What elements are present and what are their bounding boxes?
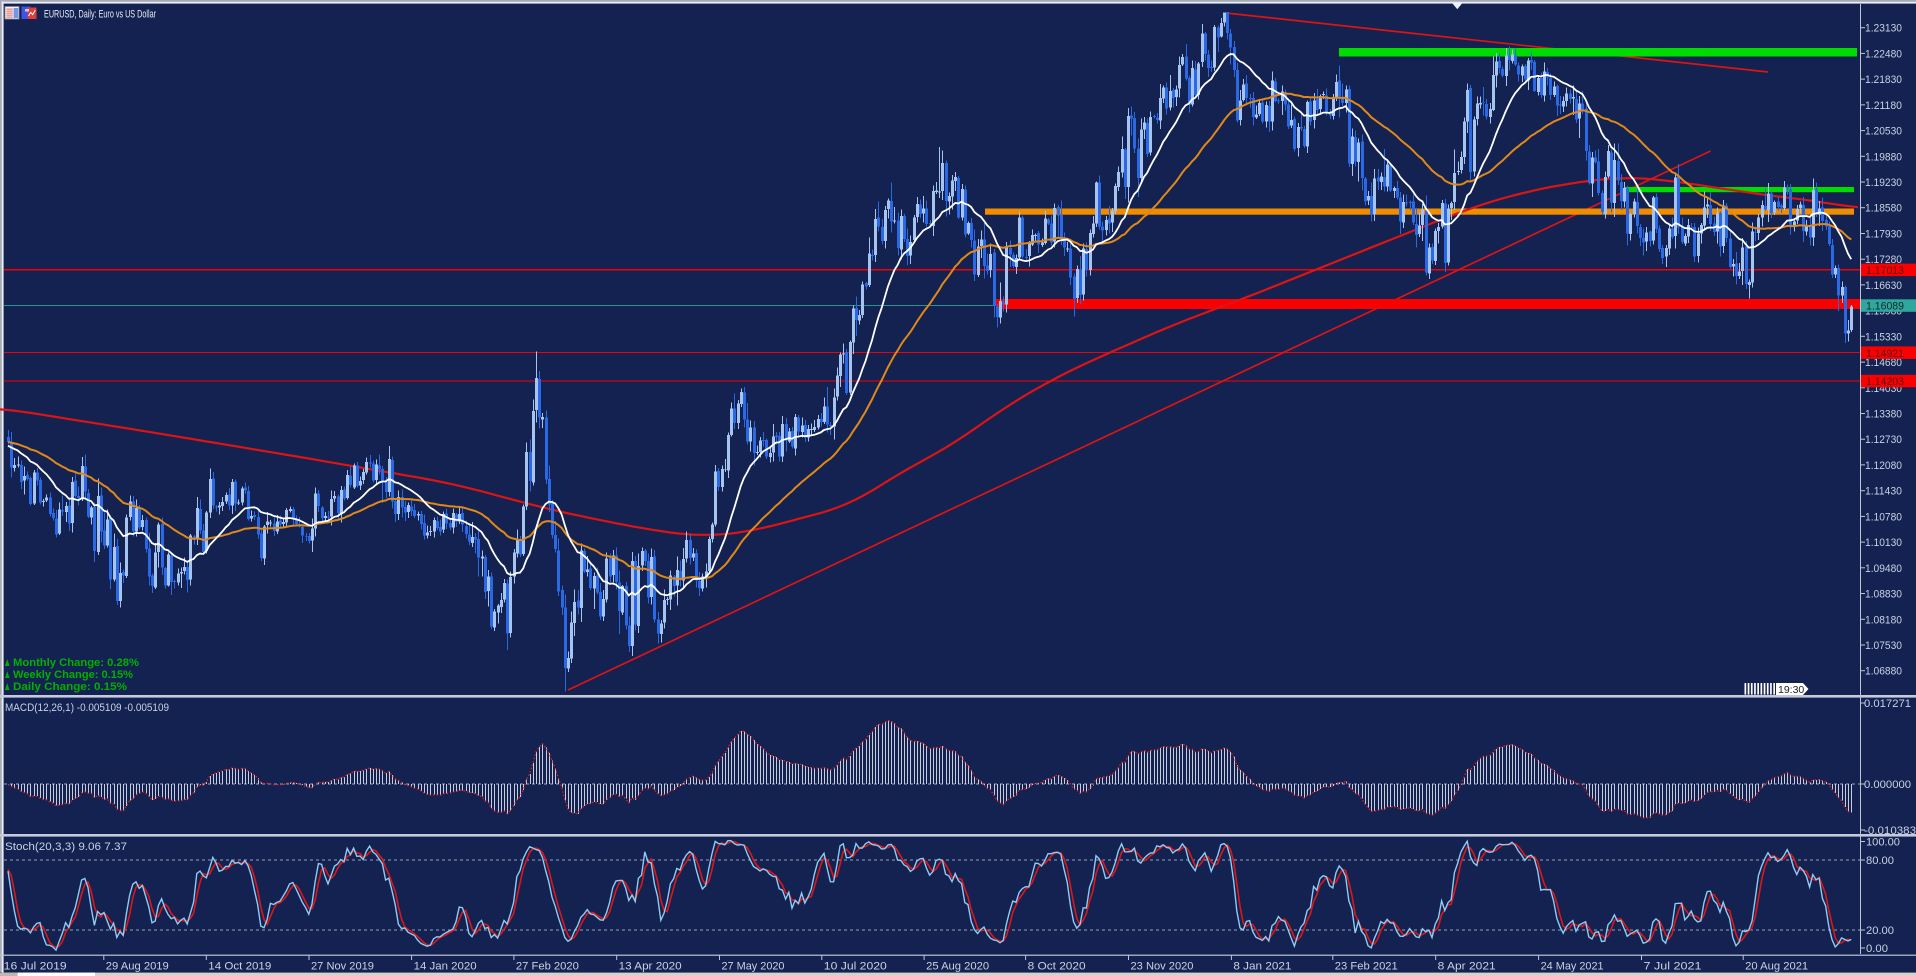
svg-text:1.22480: 1.22480 <box>1865 48 1902 60</box>
svg-text:20 Aug 2021: 20 Aug 2021 <box>1745 961 1808 973</box>
svg-text:1.11430: 1.11430 <box>1865 486 1902 498</box>
svg-text:25 Aug 2020: 25 Aug 2020 <box>926 961 989 973</box>
svg-text:13 Apr 2020: 13 Apr 2020 <box>619 961 682 973</box>
svg-text:7 Jul 2021: 7 Jul 2021 <box>1644 961 1702 973</box>
svg-text:19:30: 19:30 <box>1778 684 1804 696</box>
svg-text:Weekly Change: 0.15%: Weekly Change: 0.15% <box>13 669 133 681</box>
svg-text:EURUSD, Daily: Euro vs US Dol: EURUSD, Daily: Euro vs US Dollar <box>44 9 156 21</box>
svg-text:0.000000: 0.000000 <box>1864 779 1911 791</box>
svg-text:1.14680: 1.14680 <box>1865 357 1902 369</box>
svg-text:0.00: 0.00 <box>1866 943 1888 955</box>
svg-text:27 Nov 2019: 27 Nov 2019 <box>311 961 374 973</box>
svg-text:1.19880: 1.19880 <box>1865 151 1902 163</box>
svg-text:1.14921: 1.14921 <box>1866 348 1904 360</box>
svg-text:1.07530: 1.07530 <box>1865 640 1902 652</box>
svg-text:1.19230: 1.19230 <box>1865 177 1902 189</box>
svg-text:1.09480: 1.09480 <box>1865 563 1902 575</box>
svg-text:Daily Change: 0.15%: Daily Change: 0.15% <box>13 681 127 693</box>
svg-text:1.20530: 1.20530 <box>1865 126 1902 138</box>
svg-text:23 Nov 2020: 23 Nov 2020 <box>1131 961 1194 973</box>
svg-text:1.08180: 1.08180 <box>1865 614 1902 626</box>
svg-text:Monthly Change: 0.28%: Monthly Change: 0.28% <box>13 657 139 669</box>
svg-text:1.16089: 1.16089 <box>1866 301 1904 313</box>
svg-text:29 Aug 2019: 29 Aug 2019 <box>106 961 169 973</box>
svg-text:1.12730: 1.12730 <box>1865 434 1902 446</box>
svg-text:14 Oct 2019: 14 Oct 2019 <box>208 961 271 973</box>
svg-text:20.00: 20.00 <box>1866 925 1894 937</box>
svg-text:1.10130: 1.10130 <box>1865 537 1902 549</box>
svg-text:1.13380: 1.13380 <box>1865 409 1902 421</box>
svg-text:8 Apr 2021: 8 Apr 2021 <box>1438 961 1496 973</box>
svg-text:1.18580: 1.18580 <box>1865 203 1902 215</box>
svg-text:1.17013: 1.17013 <box>1866 265 1904 277</box>
svg-text:1.21830: 1.21830 <box>1865 74 1902 86</box>
svg-text:27 May 2020: 27 May 2020 <box>722 961 785 973</box>
svg-text:16 Jul 2019: 16 Jul 2019 <box>4 961 67 973</box>
svg-text:8 Jan 2021: 8 Jan 2021 <box>1233 961 1291 973</box>
svg-text:Stoch(20,3,3) 9.06 7.37: Stoch(20,3,3) 9.06 7.37 <box>5 841 127 853</box>
svg-text:1.21180: 1.21180 <box>1865 100 1902 112</box>
svg-text:1.14203: 1.14203 <box>1866 376 1904 388</box>
svg-text:1.16630: 1.16630 <box>1865 280 1902 292</box>
svg-text:14 Jan 2020: 14 Jan 2020 <box>414 961 477 973</box>
svg-text:80.00: 80.00 <box>1866 855 1894 867</box>
svg-text:1.08830: 1.08830 <box>1865 589 1902 601</box>
svg-text:24 May 2021: 24 May 2021 <box>1541 961 1604 973</box>
svg-text:-0.010383: -0.010383 <box>1864 825 1916 837</box>
svg-text:100.00: 100.00 <box>1866 837 1900 849</box>
svg-text:10 Jul 2020: 10 Jul 2020 <box>824 961 887 973</box>
svg-text:1.15330: 1.15330 <box>1865 331 1902 343</box>
svg-text:23 Feb 2021: 23 Feb 2021 <box>1335 961 1398 973</box>
svg-text:1.17930: 1.17930 <box>1865 229 1902 241</box>
svg-text:MACD(12,26,1) -0.005109 -0.005: MACD(12,26,1) -0.005109 -0.005109 <box>5 702 169 714</box>
svg-text:8 Oct 2020: 8 Oct 2020 <box>1028 961 1086 973</box>
svg-text:1.17280: 1.17280 <box>1865 254 1902 266</box>
svg-text:1.10780: 1.10780 <box>1865 511 1902 523</box>
svg-text:27 Feb 2020: 27 Feb 2020 <box>516 961 579 973</box>
svg-text:1.12080: 1.12080 <box>1865 460 1902 472</box>
svg-text:1.23130: 1.23130 <box>1865 23 1902 35</box>
svg-text:1.06880: 1.06880 <box>1865 666 1902 678</box>
svg-text:0.017271: 0.017271 <box>1864 698 1911 710</box>
